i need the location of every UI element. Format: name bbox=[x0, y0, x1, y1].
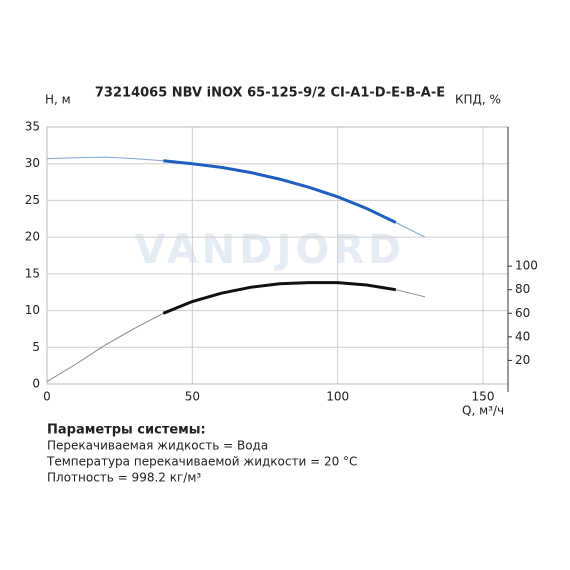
y-tick-label: 20 bbox=[25, 230, 40, 244]
y2-tick-label: 20 bbox=[515, 353, 530, 367]
y2-tick-label: 80 bbox=[515, 282, 530, 296]
curve bbox=[162, 281, 397, 315]
y-tick-label: 15 bbox=[25, 266, 40, 280]
y-tick-label: 30 bbox=[25, 156, 40, 170]
chart-title: 73214065 NBV iNOX 65-125-9/2 CI-A1-D-E-B… bbox=[95, 86, 445, 101]
y-tick-label: 25 bbox=[25, 193, 40, 207]
y-axis-label: H, м bbox=[45, 93, 71, 107]
y2-tick-label: 40 bbox=[515, 329, 530, 343]
params-line: Температура перекачиваемой жидкости = 20… bbox=[46, 455, 357, 469]
x-axis-label: Q, м³/ч bbox=[462, 404, 504, 418]
y-tick-label: 5 bbox=[32, 340, 40, 354]
x-tick-label: 50 bbox=[185, 390, 200, 404]
params-line: Плотность = 998.2 кг/м³ bbox=[47, 471, 201, 485]
y-tick-label: 35 bbox=[25, 120, 40, 134]
y2-tick-label: 60 bbox=[515, 306, 530, 320]
x-tick-label: 100 bbox=[326, 390, 349, 404]
watermark: VANDJORD bbox=[135, 227, 406, 273]
x-tick-label: 0 bbox=[43, 390, 51, 404]
x-tick-label: 150 bbox=[472, 390, 495, 404]
curve bbox=[163, 159, 397, 224]
y-tick-label: 10 bbox=[25, 303, 40, 317]
y2-tick-label: 100 bbox=[515, 259, 538, 273]
y-tick-label: 0 bbox=[32, 377, 40, 391]
curve bbox=[46, 282, 426, 383]
params-heading: Параметры системы: bbox=[47, 423, 206, 438]
y2-axis-label: КПД, % bbox=[455, 93, 501, 107]
params-line: Перекачиваемая жидкость = Вода bbox=[47, 439, 268, 453]
